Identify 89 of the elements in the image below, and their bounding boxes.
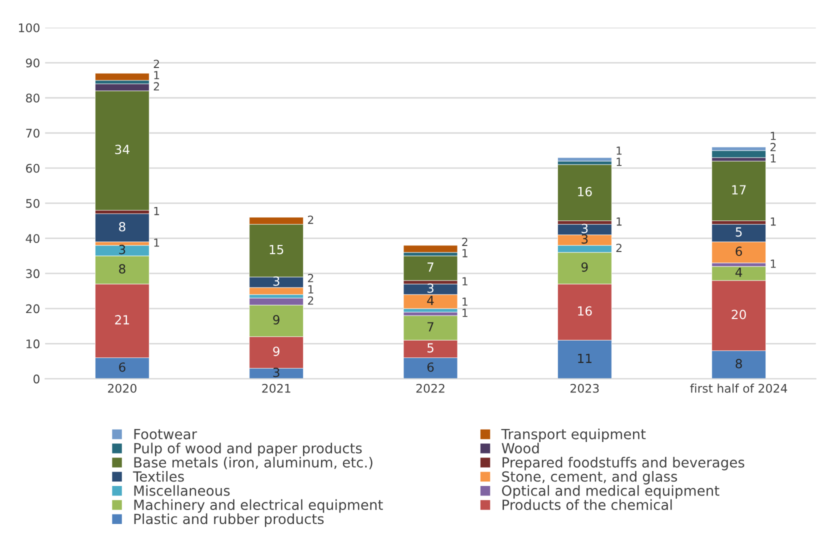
data-label: 6 xyxy=(119,362,126,372)
data-label: 17 xyxy=(732,185,746,194)
data-label: 16 xyxy=(578,306,592,316)
legend-label: Prepared foodstuffs and beverages xyxy=(502,456,744,470)
data-label: 6 xyxy=(736,246,742,256)
legend-label: Optical and medical equipment xyxy=(502,485,720,499)
data-label: 4 xyxy=(427,296,434,305)
data-label: 3 xyxy=(582,234,588,244)
data-label: 2 xyxy=(462,238,468,246)
bar xyxy=(712,150,766,158)
data-label: 1 xyxy=(308,285,314,294)
legend-label: Footwear xyxy=(134,429,198,440)
bar xyxy=(403,245,458,253)
data-label: 7 xyxy=(428,262,434,272)
y-tick-label: 0 xyxy=(34,374,40,384)
data-label: 5 xyxy=(736,227,742,237)
data-label: 2 xyxy=(308,296,314,305)
data-label: 2 xyxy=(154,60,159,68)
x-tick-label: 2022 xyxy=(416,384,444,393)
legend-label: Pulp of wood and paper products xyxy=(134,442,362,456)
legend-label: Machinery and electrical equipment xyxy=(134,499,383,513)
data-label: 20 xyxy=(732,310,746,320)
y-tick-label: 90 xyxy=(26,58,40,68)
bar xyxy=(94,73,150,81)
data-label: 1 xyxy=(770,260,776,268)
data-label: 8 xyxy=(119,222,126,232)
data-label: 2 xyxy=(308,274,314,282)
data-label: 1 xyxy=(462,277,468,286)
data-label: 3 xyxy=(119,244,126,254)
data-label: 1 xyxy=(616,158,622,166)
data-label: 1 xyxy=(154,238,160,247)
data-label: 1 xyxy=(770,132,776,140)
data-label: 8 xyxy=(119,264,126,274)
y-tick-label: 40 xyxy=(26,234,40,243)
data-label: 3 xyxy=(273,276,280,286)
data-label: 1 xyxy=(616,146,622,155)
data-label: 1 xyxy=(154,71,160,80)
x-tick-label: first half of 2024 xyxy=(690,384,788,393)
x-tick-label: 2020 xyxy=(108,384,136,393)
data-label: 34 xyxy=(115,144,130,154)
legend-label: Stone, cement, and glass xyxy=(502,471,678,484)
y-tick-label: 70 xyxy=(26,128,40,138)
bar xyxy=(557,157,612,162)
data-label: 1 xyxy=(770,154,776,162)
data-label: 3 xyxy=(427,283,434,293)
legend-label: Products of the chemical xyxy=(502,499,672,510)
data-label: 1 xyxy=(154,206,160,216)
legend-label: Miscellaneous xyxy=(134,485,230,496)
data-label: 2 xyxy=(770,142,776,152)
y-tick-label: 100 xyxy=(19,23,40,32)
data-label: 1 xyxy=(462,249,468,258)
bar xyxy=(557,164,612,221)
y-tick-label: 20 xyxy=(26,304,40,314)
legend-label: Wood xyxy=(502,442,539,454)
data-label: 11 xyxy=(578,354,592,363)
data-label: 15 xyxy=(270,244,284,254)
data-label: 9 xyxy=(273,346,280,356)
bar xyxy=(712,160,766,221)
data-label: 9 xyxy=(581,262,588,272)
data-label: 4 xyxy=(735,268,742,277)
data-label: 7 xyxy=(428,322,434,332)
data-label: 2 xyxy=(616,244,622,252)
bar xyxy=(94,214,150,242)
legend-label: Textiles xyxy=(132,471,184,482)
data-label: 3 xyxy=(273,368,280,378)
data-label: 1 xyxy=(770,218,776,226)
legend-label: Transport equipment xyxy=(501,428,646,442)
x-tick-label: 2023 xyxy=(570,384,599,393)
data-label: 2 xyxy=(308,216,314,224)
data-label: 21 xyxy=(115,315,129,324)
data-label: 16 xyxy=(578,186,592,196)
legend-label: Plastic and rubber products xyxy=(134,513,324,527)
data-label: 1 xyxy=(616,218,622,226)
data-label: 9 xyxy=(273,315,280,324)
legend-label: Base metals (iron, aluminum, etc.) xyxy=(134,456,372,470)
y-tick-label: 10 xyxy=(26,339,40,348)
data-label: 1 xyxy=(462,308,468,317)
data-label: 1 xyxy=(462,298,468,306)
data-label: 2 xyxy=(154,82,159,90)
y-tick-label: 30 xyxy=(26,269,40,278)
y-tick-label: 60 xyxy=(26,164,40,173)
data-label: 3 xyxy=(582,224,588,234)
y-tick-label: 50 xyxy=(26,198,40,208)
data-label: 8 xyxy=(736,358,742,368)
data-label: 6 xyxy=(427,362,434,372)
bar xyxy=(403,256,458,281)
x-tick-label: 2021 xyxy=(262,384,290,393)
y-tick-label: 80 xyxy=(26,94,40,103)
data-label: 5 xyxy=(427,343,434,353)
